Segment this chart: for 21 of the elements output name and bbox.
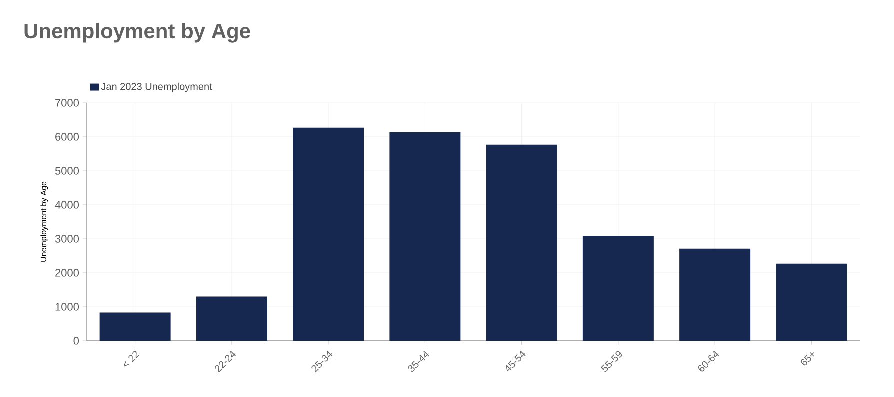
bar [390, 132, 461, 341]
bar [776, 264, 848, 341]
y-tick-label: 2000 [56, 269, 80, 277]
y-tick-label: 3000 [55, 235, 80, 243]
x-tick-label: < 22 [124, 351, 140, 367]
y-tick-label: 1000 [56, 303, 80, 311]
y-axis-title: Unemployment by Age [40, 182, 48, 262]
bar [196, 296, 268, 341]
x-tick-label: 65+ [801, 352, 814, 366]
legend-label: Jan 2023 Unemployment [101, 82, 212, 92]
y-tick-label: 7000 [56, 99, 80, 107]
bar [680, 248, 751, 341]
chart-title: Unemployment by Age [24, 23, 250, 43]
y-tick-label: 6000 [56, 133, 80, 141]
bar [582, 236, 654, 341]
y-tick-label: 5000 [55, 167, 80, 175]
bar [100, 312, 171, 341]
y-tick-label: 0 [74, 337, 80, 345]
bar [293, 128, 364, 341]
y-tick-label: 4000 [55, 201, 80, 209]
bar [486, 144, 558, 341]
